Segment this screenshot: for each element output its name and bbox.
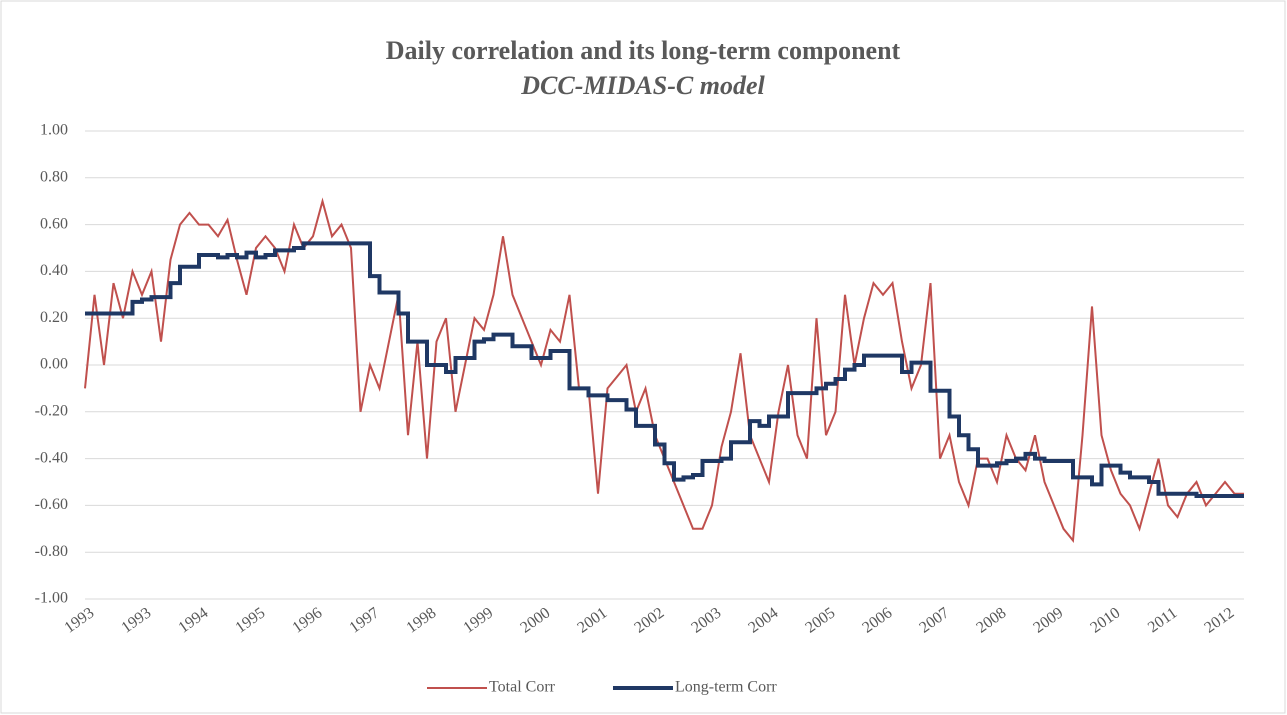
series-line	[85, 241, 1244, 499]
y-tick-label: -1.00	[35, 590, 68, 607]
y-tick-label: -0.80	[35, 543, 68, 560]
legend-label: Long-term Corr	[675, 679, 777, 696]
legend-label: Total Corr	[489, 679, 556, 696]
y-tick-label: 0.20	[40, 309, 68, 326]
chart-title: Daily correlation and its long-term comp…	[386, 36, 901, 65]
y-tick-label: 0.00	[40, 356, 68, 373]
y-tick-label: 0.80	[40, 168, 68, 185]
y-tick-label: 0.40	[40, 262, 68, 279]
y-tick-label: -0.60	[35, 496, 68, 513]
y-tick-label: -0.20	[35, 402, 68, 419]
chart-subtitle: DCC-MIDAS-C model	[520, 71, 765, 100]
y-tick-label: 0.60	[40, 215, 68, 232]
y-tick-label: 1.00	[40, 122, 68, 139]
y-tick-label: -0.40	[35, 449, 68, 466]
